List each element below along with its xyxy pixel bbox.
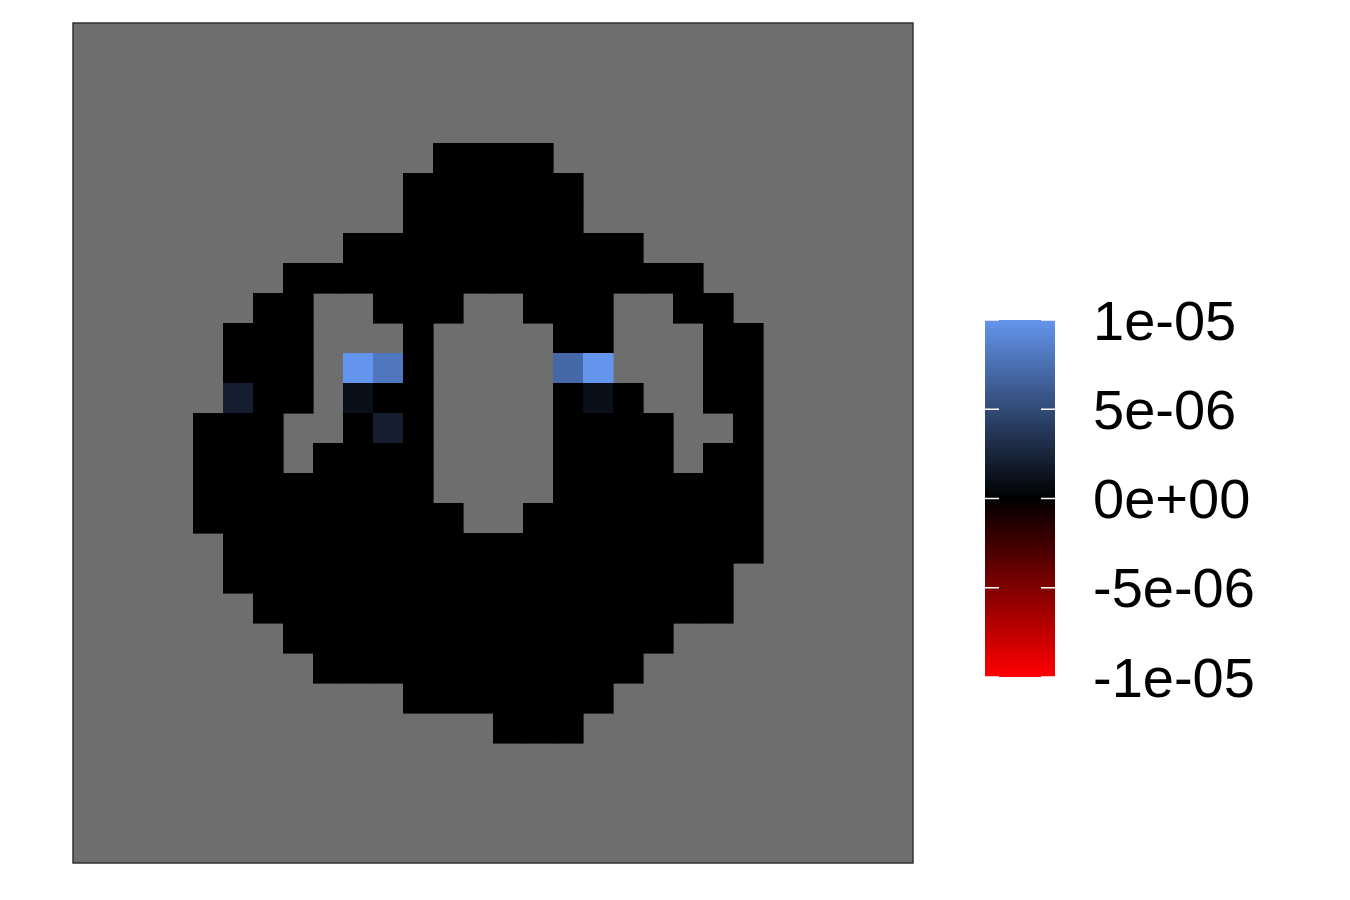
svg-text:0e+00: 0e+00 <box>1093 467 1250 530</box>
svg-text:1e-05: 1e-05 <box>1093 289 1236 352</box>
svg-text:-1e-05: -1e-05 <box>1093 646 1255 709</box>
svg-text:5e-06: 5e-06 <box>1093 378 1236 441</box>
svg-text:-5e-06: -5e-06 <box>1093 556 1255 619</box>
